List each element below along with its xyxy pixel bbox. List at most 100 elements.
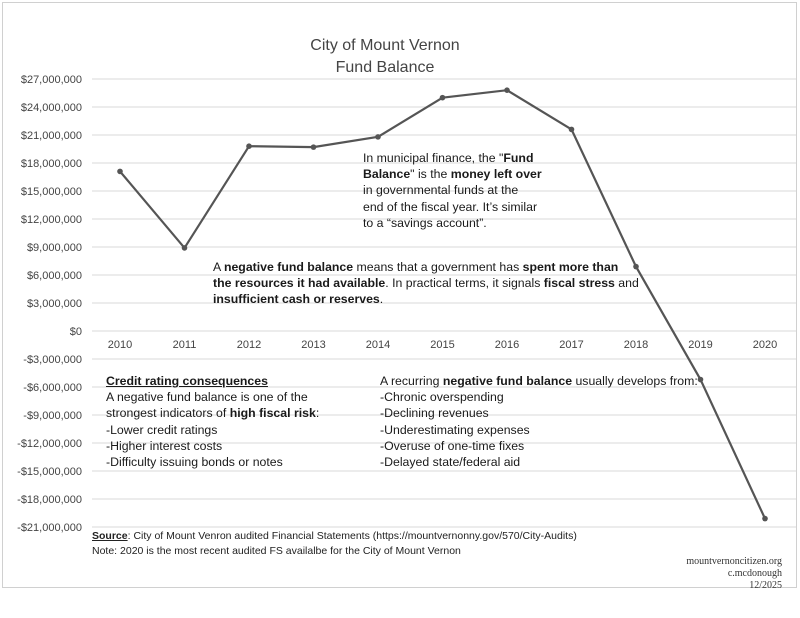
data-point <box>181 245 188 251</box>
x-tick-label: 2013 <box>301 339 325 351</box>
y-tick-label: $6,000,000 <box>27 270 82 282</box>
annotation-text: -Lower credit ratings <box>106 422 218 437</box>
annotation-text: Fund <box>503 151 534 165</box>
annotation-text: to a “savings account”. <box>363 215 487 230</box>
annotation-text: usually develops from: <box>572 374 698 388</box>
annotation-text: -Chronic overspending <box>380 390 504 405</box>
x-tick-label: 2010 <box>108 339 132 351</box>
data-point <box>762 515 768 522</box>
data-point <box>633 263 639 270</box>
annotation-text: -Overuse of one-time fixes <box>380 438 525 453</box>
annotation-fund-balance-definition: In municipal finance, the "Fund Balance" … <box>363 150 542 231</box>
data-point <box>439 94 446 101</box>
annotation-text: . <box>379 292 384 307</box>
annotation-line: Balance" is the money left over <box>363 166 542 182</box>
annotation-line: -Chronic overspending <box>380 389 698 405</box>
source-line: Source: City of Mount Venron audited Fin… <box>92 530 577 542</box>
source-label: Source <box>92 530 128 542</box>
x-tick-label: 2012 <box>237 339 261 351</box>
data-point <box>375 134 381 140</box>
y-tick-label: -$21,000,000 <box>17 522 82 534</box>
annotation-text: in governmental funds at the <box>363 183 519 198</box>
annotation-text: Balance <box>363 167 411 182</box>
y-tick-label: -$12,000,000 <box>17 438 82 450</box>
annotation-line: A negative fund balance means that a gov… <box>213 259 639 275</box>
annotation-line: the resources it had available. In pract… <box>213 275 639 291</box>
annotation-text: spent more than <box>522 260 619 274</box>
annotation-text: In municipal finance, the " <box>363 151 504 165</box>
data-point <box>246 143 252 149</box>
annotation-text: the resources it had available <box>213 276 386 291</box>
annotation-line: insufficient cash or reserves. <box>213 291 639 307</box>
x-tick-label: 2019 <box>688 339 712 351</box>
x-tick-label: 2014 <box>366 339 390 351</box>
annotation-text: A recurring <box>380 374 443 388</box>
annotation-text: -Declining revenues <box>380 406 489 421</box>
annotation-text: -Higher interest costs <box>106 438 223 453</box>
annotation-text: : <box>315 406 320 421</box>
annotation-line: strongest indicators of high fiscal risk… <box>106 405 319 421</box>
annotation-line: -Declining revenues <box>380 405 698 421</box>
annotation-text: means that a government has <box>353 260 523 274</box>
annotation-text: A <box>213 260 224 274</box>
annotation-line: -Difficulty issuing bonds or notes <box>106 454 319 470</box>
note-line: Note: 2020 is the most recent audited FS… <box>92 545 461 557</box>
annotation-text: negative fund balance <box>223 260 354 274</box>
annotation-line: -Overuse of one-time fixes <box>380 438 698 454</box>
chart-frame <box>2 2 797 588</box>
annotation-line: to a “savings account”. <box>363 215 542 231</box>
annotation-text: . In practical terms, it signals <box>385 276 544 291</box>
annotation-credit-rating: Credit rating consequences A negative fun… <box>106 373 319 470</box>
annotation-line: A negative fund balance is one of the <box>106 389 319 405</box>
annotation-line: end of the fiscal year. It’s similar <box>363 199 542 215</box>
y-tick-label: $18,000,000 <box>21 158 82 170</box>
annotation-text: fiscal stress <box>543 276 615 291</box>
y-tick-label: -$18,000,000 <box>17 494 82 506</box>
annotation-text: -Difficulty issuing bonds or notes <box>106 455 283 470</box>
x-tick-label: 2017 <box>559 339 583 351</box>
annotation-text: high fiscal risk <box>229 406 316 421</box>
y-tick-label: $12,000,000 <box>21 214 82 226</box>
annotation-text: negative fund balance <box>442 374 573 388</box>
y-tick-label: $3,000,000 <box>27 298 82 310</box>
credit-date: 12/2025 <box>749 580 782 591</box>
y-tick-label: $9,000,000 <box>27 242 82 254</box>
y-tick-label: $0 <box>70 326 82 338</box>
annotation-line: In municipal finance, the "Fund <box>363 150 542 166</box>
annotation-line: Credit rating consequences <box>106 373 319 389</box>
annotation-text: insufficient cash or reserves <box>213 292 380 307</box>
annotation-causes: A recurring negative fund balance usuall… <box>380 373 698 470</box>
source-text: : City of Mount Venron audited Financial… <box>127 530 577 542</box>
annotation-text: A negative fund balance is one of the <box>106 390 308 405</box>
annotation-text: -Underestimating expenses <box>380 422 530 437</box>
annotation-text: " is the <box>410 167 451 182</box>
x-tick-label: 2015 <box>430 339 454 351</box>
annotation-text: Credit rating consequences <box>106 374 268 388</box>
annotation-text: strongest indicators of <box>106 406 230 421</box>
y-tick-label: -$15,000,000 <box>17 466 82 478</box>
chart-subtitle: Fund Balance <box>335 59 435 76</box>
data-point <box>504 87 510 93</box>
credit-block: mountvernoncitizen.org c.mcdonough 12/20… <box>686 556 782 592</box>
annotation-line: -Lower credit ratings <box>106 422 319 438</box>
annotation-text: money left over <box>450 167 542 182</box>
y-tick-label: -$6,000,000 <box>23 382 82 394</box>
credit-site: mountvernoncitizen.org <box>686 556 782 567</box>
x-tick-label: 2018 <box>624 339 648 351</box>
y-tick-label: $15,000,000 <box>21 186 82 198</box>
annotation-text: end of the fiscal year. It’s similar <box>363 199 538 214</box>
credit-author: c.mcdonough <box>727 568 782 579</box>
y-tick-label: -$9,000,000 <box>23 410 82 422</box>
x-tick-label: 2016 <box>495 339 519 351</box>
annotation-negative-fund-balance: A negative fund balance means that a gov… <box>213 259 639 308</box>
data-point <box>568 126 575 133</box>
y-tick-label: -$3,000,000 <box>23 354 82 366</box>
y-tick-label: $27,000,000 <box>21 74 82 86</box>
annotation-line: A recurring negative fund balance usuall… <box>380 373 698 389</box>
data-point <box>310 144 317 150</box>
x-tick-label: 2020 <box>753 339 777 351</box>
y-tick-label: $21,000,000 <box>21 130 82 142</box>
data-point <box>697 376 704 383</box>
x-tick-label: 2011 <box>173 339 197 351</box>
